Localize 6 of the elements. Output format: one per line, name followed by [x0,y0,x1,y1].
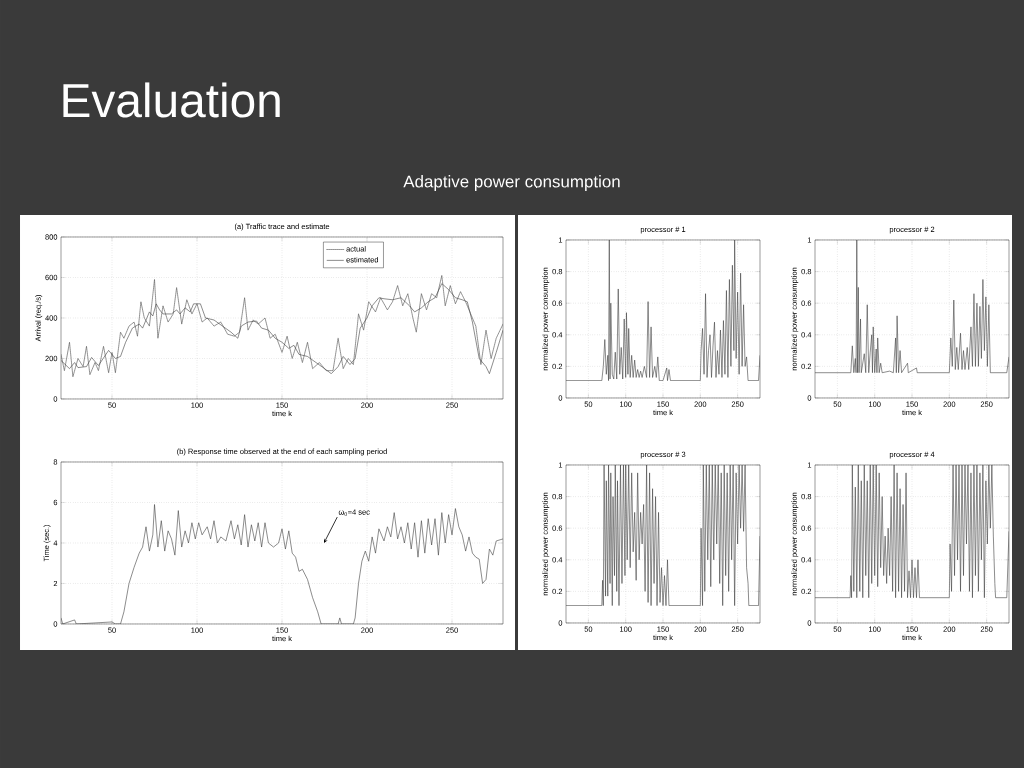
text: Evaluation [63,82,280,118]
line-series [566,239,761,381]
line-series [61,504,504,624]
line-series [815,464,1010,598]
text: Adaptive power consumption [403,175,620,191]
line-series [566,464,761,606]
